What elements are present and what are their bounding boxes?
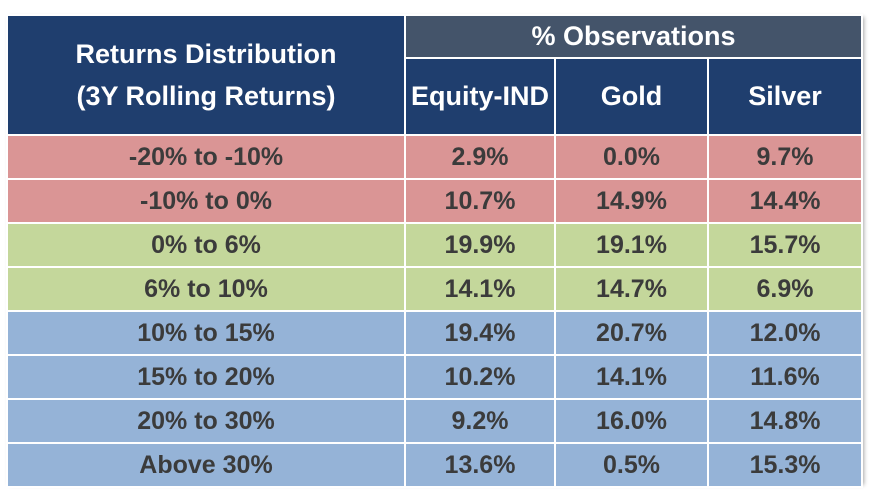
column-header-gold: Gold <box>554 57 709 136</box>
gold-value-cell: 16.0% <box>554 398 709 444</box>
equity-value-cell: 10.7% <box>404 178 556 224</box>
gold-value-cell: 20.7% <box>554 310 709 356</box>
table-row: 6% to 10% 14.1% 14.7% 6.9% <box>6 266 864 312</box>
silver-value-cell: 15.3% <box>706 442 864 488</box>
range-cell: 10% to 15% <box>6 310 406 356</box>
table-row: 15% to 20% 10.2% 14.1% 11.6% <box>6 354 864 400</box>
returns-distribution-table-container: Returns Distribution (3Y Rolling Returns… <box>6 14 864 488</box>
header-title-line2: (3Y Rolling Returns) <box>76 81 336 111</box>
equity-value-cell: 19.4% <box>404 310 556 356</box>
table-row: Above 30% 13.6% 0.5% 15.3% <box>6 442 864 488</box>
silver-value-cell: 9.7% <box>706 134 864 180</box>
equity-value-cell: 19.9% <box>404 222 556 268</box>
gold-value-cell: 14.9% <box>554 178 709 224</box>
range-cell: -20% to -10% <box>6 134 406 180</box>
column-header-silver: Silver <box>706 57 864 136</box>
gold-value-cell: 19.1% <box>554 222 709 268</box>
silver-value-cell: 14.4% <box>706 178 864 224</box>
equity-value-cell: 14.1% <box>404 266 556 312</box>
gold-value-cell: 14.1% <box>554 354 709 400</box>
silver-value-cell: 11.6% <box>706 354 864 400</box>
header-title-line1: Returns Distribution <box>75 39 337 69</box>
table-row: -10% to 0% 10.7% 14.9% 14.4% <box>6 178 864 224</box>
range-cell: 20% to 30% <box>6 398 406 444</box>
silver-value-cell: 12.0% <box>706 310 864 356</box>
gold-value-cell: 0.0% <box>554 134 709 180</box>
observations-group-header: % Observations <box>403 14 864 59</box>
table-row: 0% to 6% 19.9% 19.1% 15.7% <box>6 222 864 268</box>
range-cell: 6% to 10% <box>6 266 406 312</box>
table-row: -20% to -10% 2.9% 0.0% 9.7% <box>6 134 864 180</box>
gold-value-cell: 14.7% <box>554 266 709 312</box>
equity-value-cell: 2.9% <box>404 134 556 180</box>
range-cell: 15% to 20% <box>6 354 406 400</box>
range-cell: 0% to 6% <box>6 222 406 268</box>
silver-value-cell: 15.7% <box>706 222 864 268</box>
equity-value-cell: 9.2% <box>404 398 556 444</box>
gold-value-cell: 0.5% <box>554 442 709 488</box>
equity-value-cell: 13.6% <box>404 442 556 488</box>
range-cell: -10% to 0% <box>6 178 406 224</box>
silver-value-cell: 6.9% <box>706 266 864 312</box>
table-row: 10% to 15% 19.4% 20.7% 12.0% <box>6 310 864 356</box>
returns-distribution-header: Returns Distribution (3Y Rolling Returns… <box>6 14 406 136</box>
range-cell: Above 30% <box>6 442 406 488</box>
equity-value-cell: 10.2% <box>404 354 556 400</box>
silver-value-cell: 14.8% <box>706 398 864 444</box>
column-header-equity-ind: Equity-IND <box>404 57 556 136</box>
table-row: 20% to 30% 9.2% 16.0% 14.8% <box>6 398 864 444</box>
returns-distribution-table: Returns Distribution (3Y Rolling Returns… <box>6 14 864 488</box>
